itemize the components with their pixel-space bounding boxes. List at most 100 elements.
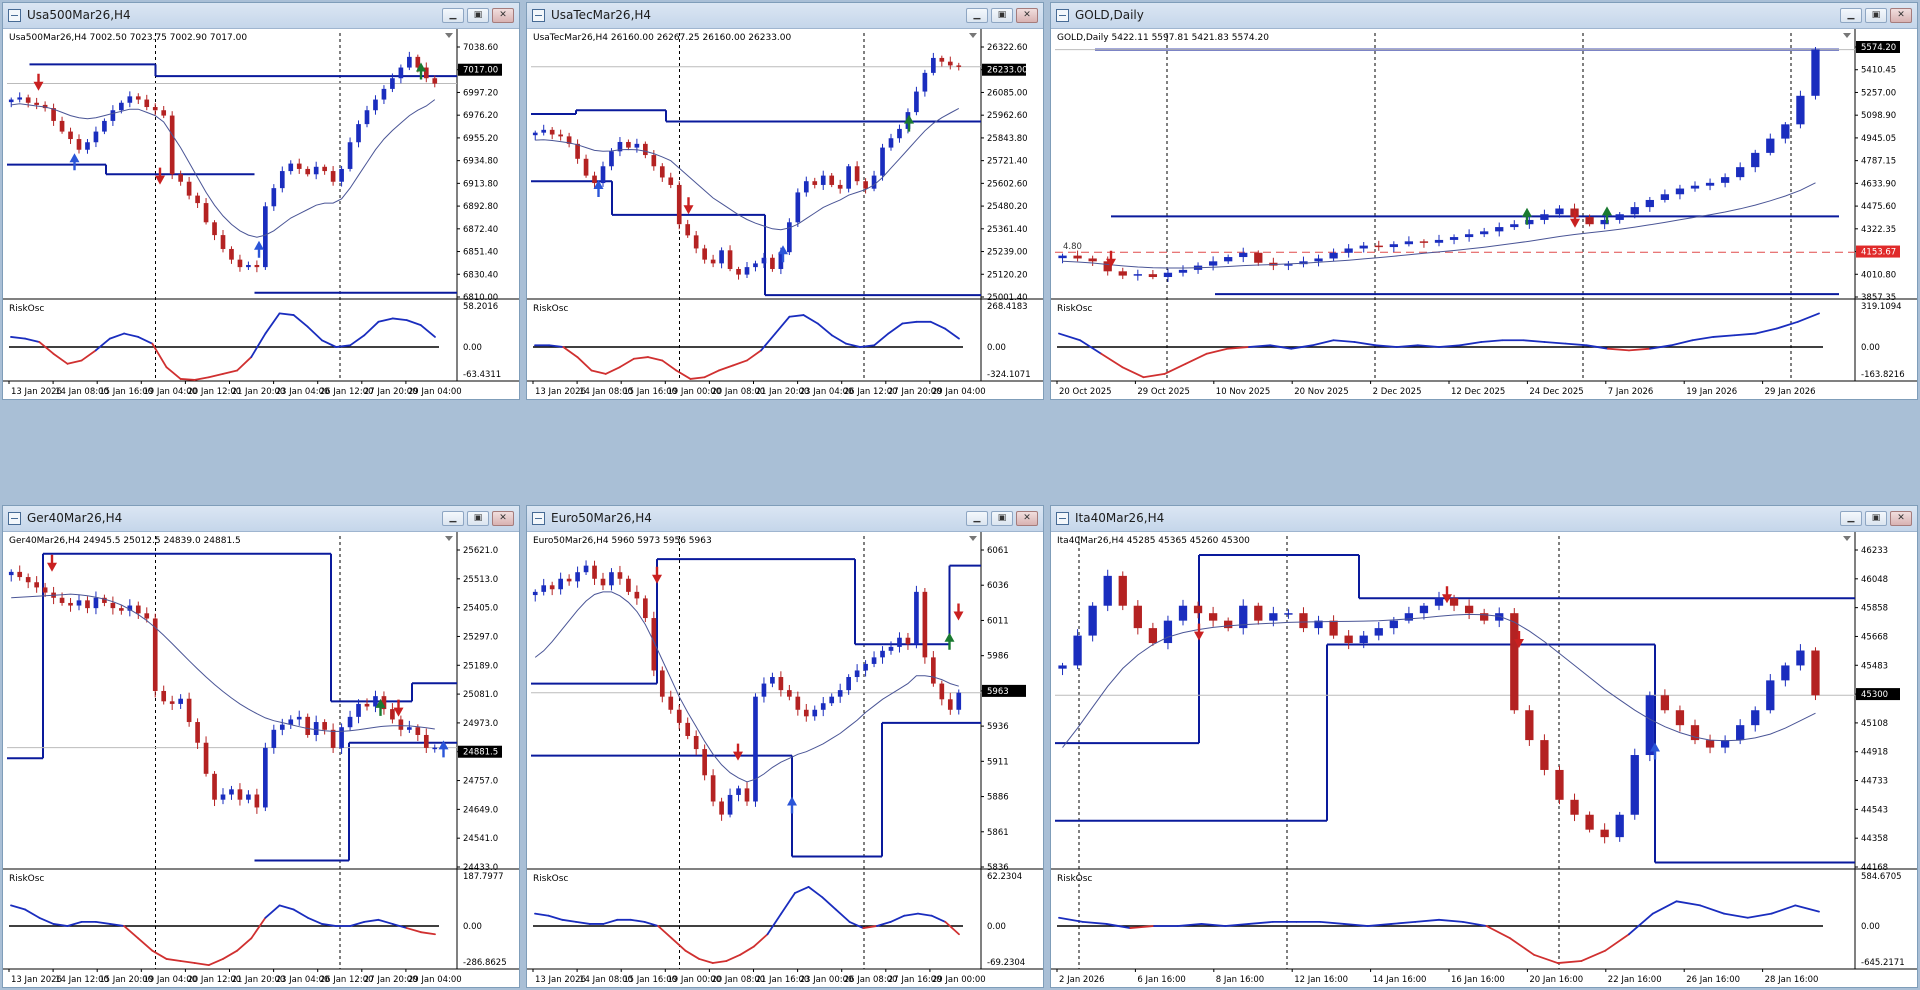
- oscillator-segment: [944, 920, 960, 936]
- candlestick-chart: Ger40Mar26,H4 24945.5 25012.5 24839.0 24…: [3, 532, 519, 987]
- chart-window[interactable]: UsaTecMar26,H4 ▁ ▣ ✕ UsaTecMar26,H4 26160.00…: [526, 2, 1044, 400]
- restore-button[interactable]: ▣: [1865, 511, 1887, 526]
- candle-body: [51, 108, 56, 121]
- time-tick-label: 23 Jan 04:00: [276, 387, 330, 397]
- chart-window[interactable]: GOLD,Daily ▁ ▣ ✕ GOLD,Daily 5422.11 5597.81 …: [1050, 2, 1918, 400]
- buy-arrow-icon: [778, 245, 788, 263]
- close-button[interactable]: ✕: [1890, 511, 1912, 526]
- close-icon: ✕: [499, 10, 507, 20]
- window-title: Ger40Mar26,H4: [27, 511, 123, 525]
- candle-body: [863, 181, 868, 189]
- time-tick-label: 12 Dec 2025: [1451, 387, 1505, 397]
- oscillator-segment: [1522, 339, 1546, 343]
- indicator-tick-label: 268.4183: [987, 302, 1028, 312]
- candle-body: [347, 142, 353, 169]
- candle-body: [787, 222, 792, 253]
- minimize-button[interactable]: ▁: [1840, 8, 1862, 23]
- price-tick-label: 5936: [987, 722, 1009, 732]
- minimize-button[interactable]: ▁: [966, 8, 988, 23]
- moving-average-line: [11, 593, 435, 732]
- chart-window-icon: [532, 9, 545, 22]
- price-tick-label: 6036: [987, 581, 1009, 591]
- oscillator-segment: [1390, 920, 1417, 925]
- minimize-button[interactable]: ▁: [966, 511, 988, 526]
- close-button[interactable]: ✕: [1016, 8, 1038, 23]
- candle-body: [837, 690, 843, 697]
- chart-window[interactable]: Ita40Mar26,H4 ▁ ▣ ✕ Ita40Mar26,H4 45285 4536…: [1050, 505, 1918, 988]
- oscillator-segment: [534, 912, 550, 917]
- oscillator-segment: [845, 342, 861, 348]
- candlestick-chart: Usa500Mar26,H4 7002.50 7023.75 7002.90 7…: [3, 29, 519, 399]
- minimize-button[interactable]: ▁: [1840, 511, 1862, 526]
- oscillator-segment: [629, 918, 646, 923]
- candle-body: [288, 163, 294, 172]
- sell-arrow-icon: [1570, 210, 1580, 228]
- indicator-name: RiskOsc: [1057, 304, 1092, 314]
- close-button[interactable]: ✕: [492, 511, 514, 526]
- close-button[interactable]: ✕: [1016, 511, 1038, 526]
- oscillator-segment: [1723, 912, 1749, 919]
- candle-body: [407, 56, 412, 68]
- sell-arrow-icon: [155, 167, 165, 185]
- chart-window[interactable]: Usa500Mar26,H4 ▁ ▣ ✕ Usa500Mar26,H4 7002.50 …: [2, 2, 520, 400]
- oscillator-segment: [179, 378, 196, 381]
- minimize-button[interactable]: ▁: [442, 8, 464, 23]
- candle-body: [600, 578, 606, 586]
- window-titlebar[interactable]: Euro50Mar26,H4 ▁ ▣ ✕: [527, 506, 1043, 532]
- candle-body: [1434, 598, 1444, 606]
- restore-button[interactable]: ▣: [991, 511, 1013, 526]
- restore-button[interactable]: ▣: [467, 511, 489, 526]
- oscillator-segment: [207, 958, 224, 967]
- candle-body: [1495, 227, 1504, 232]
- oscillator-segment: [1628, 912, 1654, 936]
- price-tick-label: 5836: [987, 863, 1009, 873]
- candle-body: [693, 735, 699, 750]
- oscillator-segment: [1712, 334, 1736, 338]
- chart-window[interactable]: Ger40Mar26,H4 ▁ ▣ ✕ Ger40Mar26,H4 24945.5 25…: [2, 505, 520, 988]
- candle-body: [17, 571, 23, 578]
- candle-body: [85, 142, 90, 150]
- candle-body: [34, 582, 39, 588]
- price-tick-label: 45108: [1861, 719, 1888, 729]
- oscillator-segment: [602, 918, 618, 925]
- candle-body: [1720, 740, 1730, 748]
- candle-body: [432, 78, 438, 84]
- chart-shift-marker: [445, 536, 453, 541]
- restore-button[interactable]: ▣: [1865, 8, 1887, 23]
- candle-body: [110, 110, 116, 121]
- current-price-tag: [982, 684, 1026, 697]
- close-button[interactable]: ✕: [492, 8, 514, 23]
- buy-arrow-icon: [1650, 742, 1660, 760]
- moving-average-line: [1062, 182, 1816, 269]
- restore-button[interactable]: ▣: [991, 8, 1013, 23]
- candle-body: [668, 696, 674, 710]
- restore-button[interactable]: ▣: [467, 8, 489, 23]
- window-titlebar[interactable]: Usa500Mar26,H4 ▁ ▣ ✕: [3, 3, 519, 29]
- candle-body: [76, 139, 82, 150]
- time-tick-label: 26 Jan 08:00: [844, 975, 898, 985]
- buy-arrow-icon: [593, 179, 604, 197]
- candle-body: [770, 257, 775, 269]
- chart-window[interactable]: Euro50Mar26,H4 ▁ ▣ ✕ Euro50Mar26,H4 5960 597…: [526, 505, 1044, 988]
- window-titlebar[interactable]: UsaTecMar26,H4 ▁ ▣ ✕: [527, 3, 1043, 29]
- price-tick-label: 25120.20: [987, 270, 1028, 280]
- oscillator-segment: [604, 366, 621, 375]
- oscillator-segment: [94, 920, 111, 925]
- oscillator-segment: [661, 359, 678, 372]
- candle-body: [532, 591, 538, 596]
- oscillator-segment: [349, 334, 366, 347]
- time-tick-label: 21 Jan 16:00: [756, 975, 810, 985]
- close-button[interactable]: ✕: [1890, 8, 1912, 23]
- candle-body: [1705, 740, 1715, 748]
- window-titlebar[interactable]: Ita40Mar26,H4 ▁ ▣ ✕: [1051, 506, 1917, 532]
- window-titlebar[interactable]: GOLD,Daily ▁ ▣ ✕: [1051, 3, 1917, 29]
- sell-arrow-icon: [953, 603, 964, 621]
- oscillator-segment: [1509, 937, 1535, 956]
- window-titlebar[interactable]: Ger40Mar26,H4 ▁ ▣ ✕: [3, 506, 519, 532]
- indicator-tick-label: 0.00: [463, 343, 482, 353]
- candle-body: [1525, 219, 1534, 225]
- chart-window-icon: [532, 512, 545, 525]
- minimize-button[interactable]: ▁: [442, 511, 464, 526]
- candle-body: [135, 605, 141, 614]
- candle-body: [229, 789, 234, 795]
